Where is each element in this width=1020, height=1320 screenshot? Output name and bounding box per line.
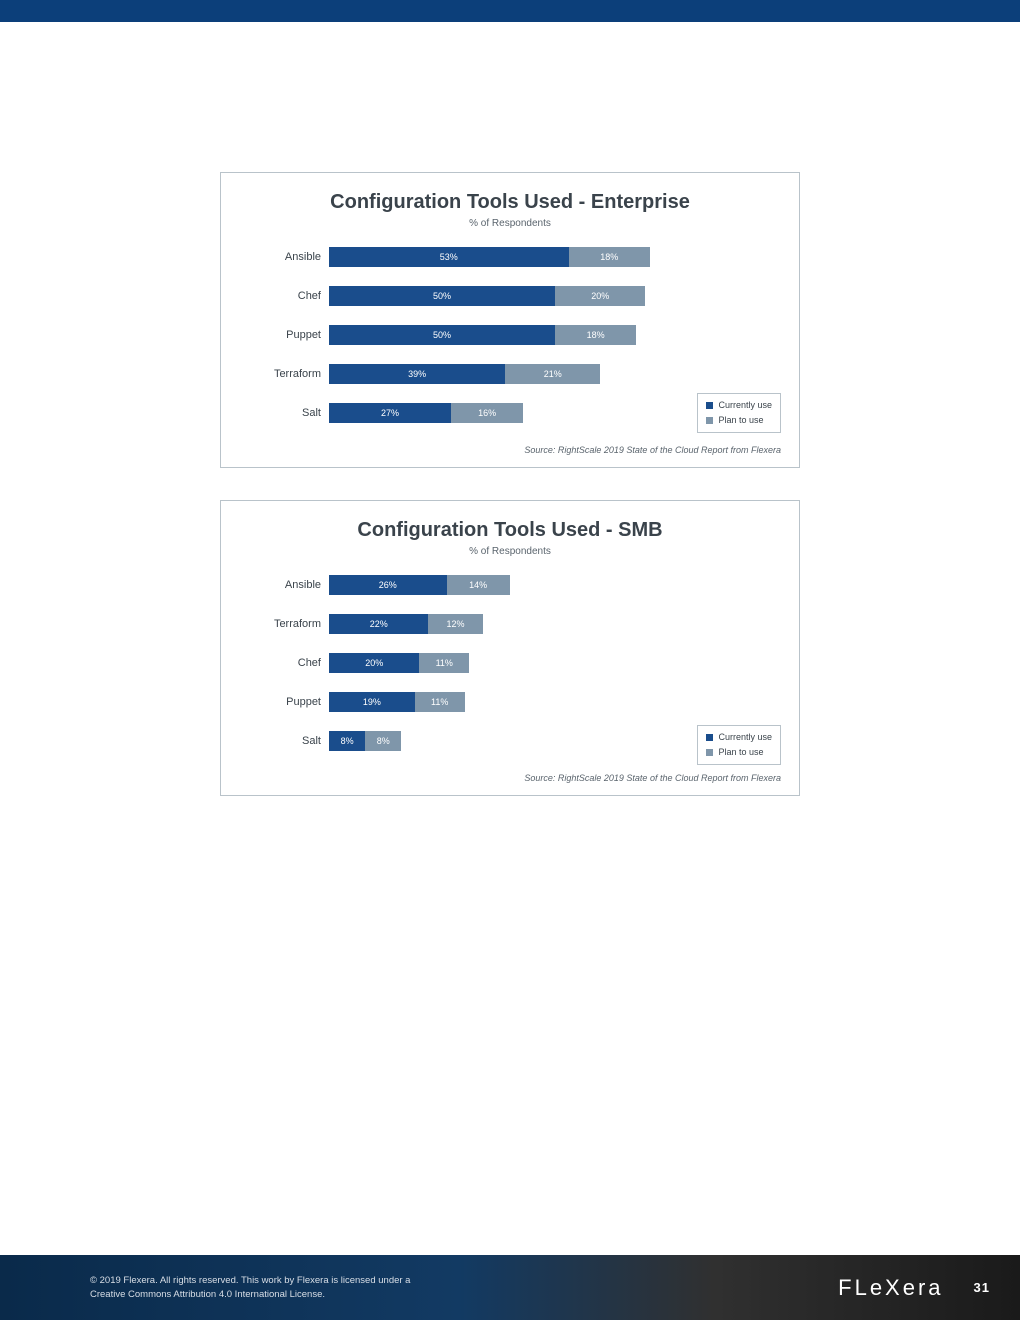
bar-label: Puppet bbox=[239, 696, 329, 708]
legend-item: Currently use bbox=[706, 730, 772, 745]
bar-label: Terraform bbox=[239, 368, 329, 380]
bar-segment: 18% bbox=[555, 325, 636, 345]
bar-row: Ansible26%14% bbox=[239, 575, 781, 595]
bar-segment: 16% bbox=[451, 403, 523, 423]
legend-item: Plan to use bbox=[706, 745, 772, 760]
bar-label: Salt bbox=[239, 407, 329, 419]
bar-segment: 20% bbox=[329, 653, 419, 673]
bar-track: 50%20% bbox=[329, 286, 781, 306]
bar-label: Chef bbox=[239, 290, 329, 302]
bar-row: Puppet50%18% bbox=[239, 325, 781, 345]
chart-legend: Currently usePlan to use bbox=[697, 393, 781, 433]
bar-segment: 50% bbox=[329, 325, 555, 345]
bar-segment: 19% bbox=[329, 692, 415, 712]
bar-label: Ansible bbox=[239, 251, 329, 263]
page-footer: © 2019 Flexera. All rights reserved. Thi… bbox=[0, 1255, 1020, 1320]
bar-row: Chef20%11% bbox=[239, 653, 781, 673]
bar-track: 53%18% bbox=[329, 247, 781, 267]
bar-label: Salt bbox=[239, 735, 329, 747]
flexera-logo: FLeXera bbox=[838, 1275, 943, 1301]
bar-label: Chef bbox=[239, 657, 329, 669]
bar-row: Puppet19%11% bbox=[239, 692, 781, 712]
legend-label: Currently use bbox=[718, 398, 772, 413]
bar-segment: 14% bbox=[447, 575, 510, 595]
bar-segment: 18% bbox=[569, 247, 650, 267]
bar-segment: 11% bbox=[419, 653, 469, 673]
bar-segment: 12% bbox=[428, 614, 482, 634]
bar-segment: 8% bbox=[329, 731, 365, 751]
chart-source: Source: RightScale 2019 State of the Clo… bbox=[239, 445, 781, 455]
bar-track: 26%14% bbox=[329, 575, 781, 595]
bar-segment: 26% bbox=[329, 575, 447, 595]
legend-label: Plan to use bbox=[718, 413, 763, 428]
bar-segment: 20% bbox=[555, 286, 645, 306]
bar-segment: 8% bbox=[365, 731, 401, 751]
bar-segment: 22% bbox=[329, 614, 428, 634]
bar-segment: 39% bbox=[329, 364, 505, 384]
legend-swatch bbox=[706, 734, 713, 741]
bar-label: Terraform bbox=[239, 618, 329, 630]
footer-right: FLeXera 31 bbox=[838, 1275, 990, 1301]
chart-card: Configuration Tools Used - SMB % of Respo… bbox=[220, 500, 800, 796]
bar-track: 50%18% bbox=[329, 325, 781, 345]
legend-swatch bbox=[706, 749, 713, 756]
chart-title: Configuration Tools Used - SMB bbox=[239, 519, 781, 542]
bar-segment: 27% bbox=[329, 403, 451, 423]
page-number: 31 bbox=[974, 1280, 990, 1295]
bar-segment: 53% bbox=[329, 247, 569, 267]
legend-label: Plan to use bbox=[718, 745, 763, 760]
chart-card: Configuration Tools Used - Enterprise % o… bbox=[220, 172, 800, 468]
bar-track: 19%11% bbox=[329, 692, 781, 712]
top-bar bbox=[0, 0, 1020, 22]
bar-row: Terraform39%21% bbox=[239, 364, 781, 384]
chart-subtitle: % of Respondents bbox=[239, 546, 781, 557]
legend-item: Currently use bbox=[706, 398, 772, 413]
chart-legend: Currently usePlan to use bbox=[697, 725, 781, 765]
chart-source: Source: RightScale 2019 State of the Clo… bbox=[239, 773, 781, 783]
bar-segment: 50% bbox=[329, 286, 555, 306]
bar-segment: 21% bbox=[505, 364, 600, 384]
chart-title: Configuration Tools Used - Enterprise bbox=[239, 191, 781, 214]
chart-subtitle: % of Respondents bbox=[239, 218, 781, 229]
footer-copyright: © 2019 Flexera. All rights reserved. Thi… bbox=[90, 1274, 430, 1301]
bar-segment: 11% bbox=[415, 692, 465, 712]
bar-label: Ansible bbox=[239, 579, 329, 591]
legend-swatch bbox=[706, 402, 713, 409]
legend-swatch bbox=[706, 417, 713, 424]
legend-item: Plan to use bbox=[706, 413, 772, 428]
bar-label: Puppet bbox=[239, 329, 329, 341]
bar-row: Ansible53%18% bbox=[239, 247, 781, 267]
bar-track: 22%12% bbox=[329, 614, 781, 634]
bar-row: Terraform22%12% bbox=[239, 614, 781, 634]
bar-row: Chef50%20% bbox=[239, 286, 781, 306]
bar-track: 39%21% bbox=[329, 364, 781, 384]
content-area: Configuration Tools Used - Enterprise % o… bbox=[0, 22, 1020, 796]
bar-track: 20%11% bbox=[329, 653, 781, 673]
legend-label: Currently use bbox=[718, 730, 772, 745]
